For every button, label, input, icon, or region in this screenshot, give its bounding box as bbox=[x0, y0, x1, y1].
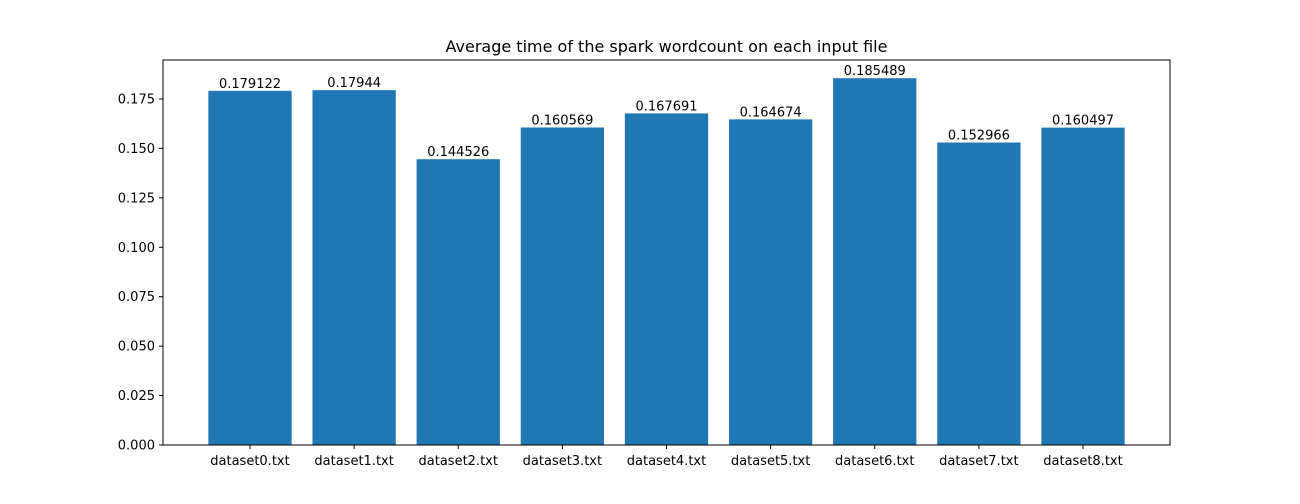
bar-value-label: 0.185489 bbox=[844, 64, 906, 79]
y-tick-label: 0.000 bbox=[118, 439, 155, 454]
bar-dataset5-txt bbox=[728, 119, 813, 445]
bar-value-label: 0.160569 bbox=[531, 113, 593, 128]
bar-dataset7-txt bbox=[937, 142, 1021, 446]
data-labels-layer: 0.179122 0.17944 0.144526 0.160569 0.167691 0… bbox=[219, 64, 1114, 160]
x-tick-label: dataset7.txt bbox=[939, 454, 1018, 469]
bar-value-label: 0.17944 bbox=[327, 76, 381, 91]
y-tick-label: 0.100 bbox=[118, 241, 155, 256]
bar-dataset3-txt bbox=[520, 127, 605, 446]
y-tick-label: 0.175 bbox=[118, 92, 155, 107]
x-tick-label: dataset3.txt bbox=[523, 454, 602, 469]
bar-value-label: 0.167691 bbox=[635, 99, 697, 114]
bar-value-label: 0.152966 bbox=[948, 129, 1010, 144]
x-tick-label: dataset4.txt bbox=[627, 454, 706, 469]
y-tick-label: 0.150 bbox=[118, 142, 155, 157]
x-tick-label: dataset1.txt bbox=[314, 454, 393, 469]
bar-dataset8-txt bbox=[1041, 127, 1125, 445]
y-axis: 0.000 0.025 0.050 0.075 0.100 0.125 0.150 0.175 bbox=[118, 92, 163, 454]
bar-dataset4-txt bbox=[624, 113, 709, 445]
bar-dataset1-txt bbox=[312, 90, 396, 445]
x-tick-label: dataset5.txt bbox=[731, 454, 810, 469]
bar-value-label: 0.164674 bbox=[740, 105, 802, 120]
bar-dataset2-txt bbox=[416, 159, 500, 446]
chart-title: Average time of the spark wordcount on e… bbox=[446, 37, 888, 56]
bar-dataset6-txt bbox=[833, 78, 917, 446]
x-axis: dataset0.txt dataset1.txt dataset2.txt data… bbox=[210, 445, 1123, 469]
y-tick-label: 0.025 bbox=[118, 389, 155, 404]
x-tick-label: dataset8.txt bbox=[1043, 454, 1122, 469]
bars-layer bbox=[208, 78, 1125, 446]
bar-value-label: 0.144526 bbox=[427, 145, 489, 160]
plot-frame bbox=[162, 59, 1171, 446]
y-tick-label: 0.125 bbox=[118, 191, 155, 206]
y-tick-label: 0.050 bbox=[118, 340, 155, 355]
bar-dataset0-txt bbox=[208, 90, 292, 445]
bar-value-label: 0.160497 bbox=[1052, 114, 1114, 129]
x-tick-label: dataset0.txt bbox=[210, 454, 289, 469]
x-tick-label: dataset2.txt bbox=[419, 454, 498, 469]
x-tick-label: dataset6.txt bbox=[835, 454, 914, 469]
y-tick-label: 0.075 bbox=[118, 290, 155, 305]
bar-value-label: 0.179122 bbox=[219, 77, 281, 92]
